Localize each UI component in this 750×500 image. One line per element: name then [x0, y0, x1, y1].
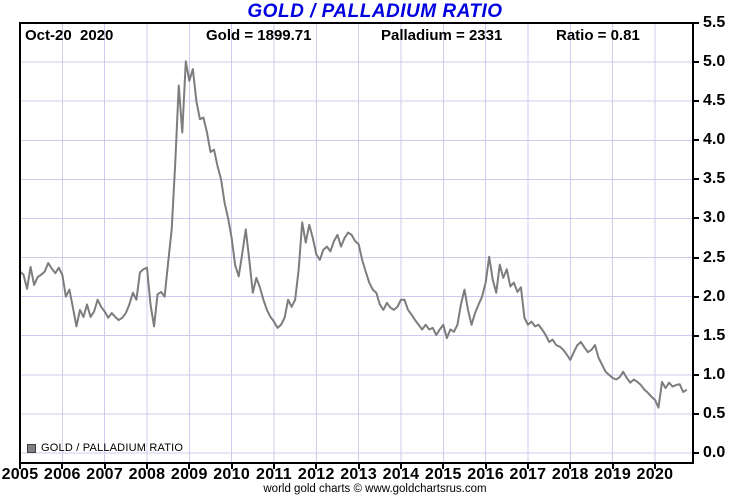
y-tick-label: 2.5 — [703, 248, 726, 266]
x-tick-mark — [272, 462, 275, 469]
y-tick-mark — [692, 217, 699, 220]
x-tick-mark — [19, 462, 21, 469]
x-tick-label: 2005 — [1, 466, 39, 483]
x-tick-label: 2008 — [128, 466, 166, 483]
y-tick-label: 3.0 — [703, 209, 726, 227]
chart-title: GOLD / PALLADIUM RATIO — [247, 1, 503, 22]
x-tick-label: 2006 — [43, 466, 81, 483]
x-tick-mark — [442, 462, 445, 469]
x-tick-mark — [611, 462, 614, 469]
x-tick-mark — [145, 462, 148, 469]
x-tick-label: 2010 — [213, 466, 251, 483]
y-tick-label: 5.5 — [703, 14, 726, 31]
x-tick-mark — [484, 462, 487, 469]
x-tick-label: 2014 — [382, 466, 420, 483]
x-tick-mark — [399, 462, 402, 469]
y-tick-label: 3.5 — [703, 170, 726, 188]
x-tick-mark — [653, 462, 656, 469]
x-tick-label: 2013 — [340, 466, 378, 483]
x-tick-label: 2011 — [256, 466, 292, 483]
y-tick-label: 0.5 — [703, 404, 726, 422]
header-gold-value: Gold = 1899.71 — [206, 27, 312, 44]
x-tick-label: 2009 — [170, 466, 208, 483]
x-tick-mark — [230, 462, 233, 469]
x-tick-label: 2016 — [467, 466, 505, 483]
plot-canvas — [19, 22, 694, 464]
legend-swatch-icon — [27, 443, 36, 453]
x-tick-label: 2020 — [636, 466, 674, 483]
x-tick-label: 2019 — [594, 466, 632, 483]
plot-border — [19, 22, 694, 464]
y-tick-mark — [692, 139, 699, 142]
x-tick-mark — [315, 462, 318, 469]
legend: GOLD / PALLADIUM RATIO — [27, 442, 183, 454]
x-tick-label: 2017 — [509, 466, 547, 483]
header-ratio-value: Ratio = 0.81 — [556, 27, 640, 44]
x-tick-label: 2018 — [551, 466, 589, 483]
footer-credit: world gold charts © www.goldchartsrus.co… — [263, 483, 487, 495]
y-tick-label: 2.0 — [703, 287, 726, 305]
y-tick-mark — [692, 295, 699, 298]
y-tick-mark — [692, 452, 699, 454]
y-tick-label: 4.0 — [703, 131, 726, 149]
y-tick-mark — [692, 256, 699, 259]
header-date: Oct-20 2020 — [25, 27, 114, 44]
y-tick-mark — [692, 100, 699, 103]
y-tick-mark — [692, 61, 699, 64]
x-tick-mark — [61, 462, 64, 469]
x-tick-label: 2007 — [86, 466, 124, 483]
y-tick-mark — [692, 178, 699, 181]
x-tick-mark — [188, 462, 191, 469]
x-tick-mark — [103, 462, 106, 469]
x-tick-mark — [526, 462, 529, 469]
y-tick-label: 0.0 — [703, 444, 726, 461]
x-tick-mark — [569, 462, 572, 469]
y-tick-mark — [692, 412, 699, 415]
y-tick-label: 1.5 — [703, 326, 726, 344]
y-tick-mark — [692, 334, 699, 337]
ratio-series-line — [19, 60, 688, 409]
legend-label: GOLD / PALLADIUM RATIO — [41, 442, 184, 454]
x-tick-label: 2012 — [297, 466, 335, 483]
y-tick-label: 5.0 — [703, 53, 726, 71]
y-tick-label: 4.5 — [703, 92, 726, 110]
y-tick-label: 1.0 — [703, 365, 726, 383]
y-tick-mark — [692, 22, 699, 24]
header-palladium-value: Palladium = 2331 — [381, 27, 503, 44]
y-tick-mark — [692, 373, 699, 376]
x-tick-label: 2015 — [424, 466, 462, 483]
x-tick-mark — [357, 462, 360, 469]
